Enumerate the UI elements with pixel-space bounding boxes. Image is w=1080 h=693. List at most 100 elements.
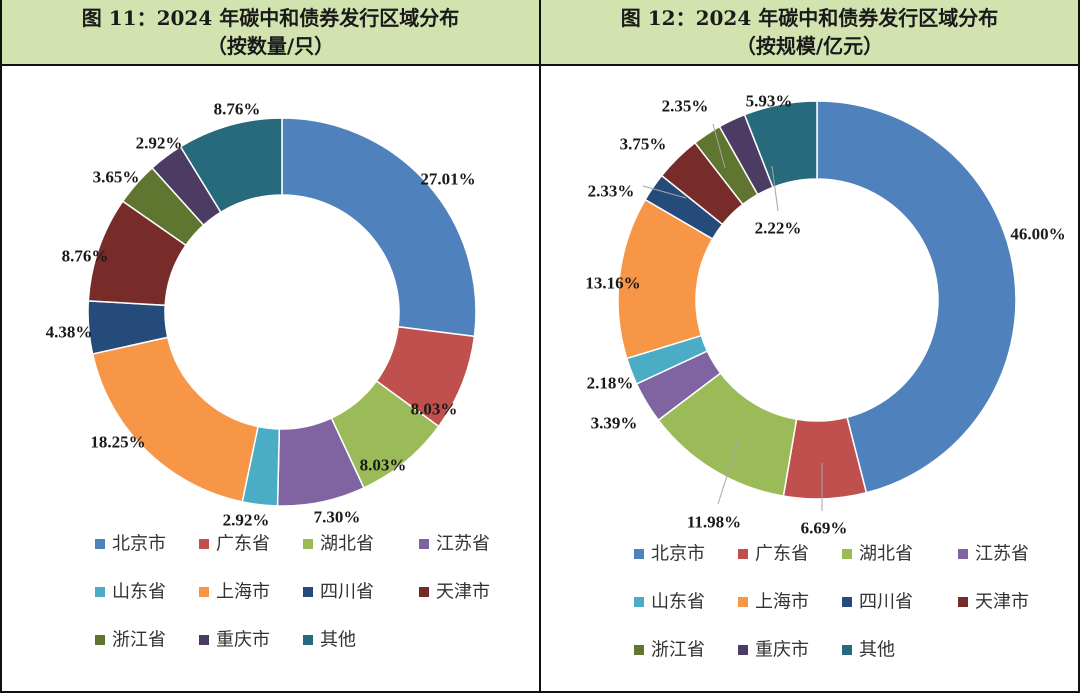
legend-label: 四川省	[320, 582, 374, 603]
legend-swatch	[95, 587, 105, 597]
data-label-4: 3.39%	[591, 414, 638, 433]
legend-label: 北京市	[651, 544, 705, 565]
legend-label: 上海市	[755, 592, 809, 613]
data-label-6: 18.25%	[90, 433, 145, 452]
legend-item-8: 天津市	[419, 582, 490, 603]
legend-label: 广东省	[755, 544, 809, 565]
legend-swatch	[303, 587, 313, 597]
data-label-5: 2.92%	[223, 511, 270, 530]
legend-label: 湖北省	[320, 534, 374, 555]
data-label-11: 5.93%	[746, 92, 793, 111]
legend-swatch	[738, 645, 748, 655]
legend-label: 山东省	[112, 582, 166, 603]
leader-line-10	[771, 165, 779, 212]
legend-label: 天津市	[975, 592, 1029, 613]
legend-item-5: 山东省	[634, 592, 705, 613]
data-label-8: 8.76%	[62, 247, 109, 266]
legend-item-7: 四川省	[842, 592, 913, 613]
legend-label: 其他	[320, 630, 356, 651]
legend-label: 其他	[859, 640, 895, 661]
legend-label: 四川省	[859, 592, 913, 613]
data-label-5: 2.18%	[587, 374, 634, 393]
donut-slices	[617, 100, 1017, 500]
legend-item-5: 山东省	[95, 582, 166, 603]
legend-swatch	[95, 635, 105, 645]
data-label-7: 2.33%	[588, 182, 635, 201]
data-label-11: 8.76%	[214, 100, 261, 119]
legend-label: 北京市	[112, 534, 166, 555]
legend-swatch	[842, 597, 852, 607]
data-label-9: 2.35%	[662, 97, 709, 116]
data-label-1: 27.01%	[420, 170, 475, 189]
data-label-2: 6.69%	[801, 519, 848, 538]
data-label-10: 2.92%	[136, 134, 183, 153]
legend-swatch	[199, 539, 209, 549]
legend-label: 浙江省	[112, 630, 166, 651]
chart-right-header: 图 12：2024 年碳中和债券发行区域分布 （按规模/亿元）	[541, 0, 1078, 66]
legend-swatch	[303, 635, 313, 645]
chart-left-title: 图 11：2024 年碳中和债券发行区域分布	[81, 6, 460, 30]
donut-slice-1	[281, 117, 477, 338]
chart-right-donut: 46.00% 6.69% 11.98% 3.39% 2.18% 13.16% 2.33% 3.…	[585, 92, 1065, 661]
legend-item-11: 其他	[303, 630, 356, 651]
donut-slices	[87, 117, 477, 507]
data-label-1: 46.00%	[1010, 225, 1065, 244]
legend-label: 重庆市	[755, 640, 809, 661]
legend-label: 江苏省	[975, 544, 1029, 565]
donut-slice-11	[179, 117, 283, 214]
data-labels: 46.00% 6.69% 11.98% 3.39% 2.18% 13.16% 2.33% 3.…	[585, 92, 1065, 538]
legend-item-4: 江苏省	[419, 534, 490, 555]
donut-slice-1	[816, 100, 1017, 494]
legend-item-11: 其他	[842, 640, 895, 661]
leader-line-7	[642, 185, 687, 199]
legend-swatch	[634, 645, 644, 655]
chart-right-title: 图 12：2024 年碳中和债券发行区域分布	[620, 6, 999, 30]
data-labels: 27.01% 8.03% 8.03% 7.30% 2.92% 18.25% 4.38% 8.7…	[46, 100, 476, 530]
legend-swatch	[199, 635, 209, 645]
legend-label: 重庆市	[216, 630, 270, 651]
legend-swatch	[958, 549, 968, 559]
legend-item-2: 广东省	[738, 544, 809, 565]
chart-right-subtitle: （按规模/亿元）	[735, 34, 884, 58]
legend-item-2: 广东省	[199, 534, 270, 555]
donut-slice-11	[743, 100, 818, 189]
legend-item-10: 重庆市	[738, 640, 809, 661]
legend-item-3: 湖北省	[842, 544, 913, 565]
legend-swatch	[419, 587, 429, 597]
data-label-3: 8.03%	[360, 456, 407, 475]
donut-slice-6	[91, 336, 259, 503]
legend-label: 江苏省	[436, 534, 490, 555]
legend-item-6: 上海市	[199, 582, 270, 603]
legend-swatch	[419, 539, 429, 549]
data-label-7: 4.38%	[46, 323, 93, 342]
chart-left-subtitle: （按数量/只）	[206, 34, 335, 58]
legend-swatch	[738, 597, 748, 607]
legend-label: 湖北省	[859, 544, 913, 565]
legend-swatch	[842, 549, 852, 559]
legend-swatch	[738, 549, 748, 559]
legend-swatch	[634, 597, 644, 607]
legend-swatch	[303, 539, 313, 549]
legend-label: 山东省	[651, 592, 705, 613]
legend-item-7: 四川省	[303, 582, 374, 603]
legend-swatch	[842, 645, 852, 655]
legend-item-10: 重庆市	[199, 630, 270, 651]
legend-label: 天津市	[436, 582, 490, 603]
data-label-8: 3.75%	[620, 135, 667, 154]
legend-label: 广东省	[216, 534, 270, 555]
data-label-4: 7.30%	[314, 508, 361, 527]
legend-swatch	[199, 587, 209, 597]
data-label-2: 8.03%	[411, 400, 458, 419]
legend-item-6: 上海市	[738, 592, 809, 613]
legend-item-8: 天津市	[958, 592, 1029, 613]
legend-swatch	[958, 597, 968, 607]
legend-label: 上海市	[216, 582, 270, 603]
chart-left-donut: 27.01% 8.03% 8.03% 7.30% 2.92% 18.25% 4.38% 8.7…	[46, 100, 490, 651]
legend-item-1: 北京市	[634, 544, 705, 565]
legend-item-1: 北京市	[95, 534, 166, 555]
panel-divider	[539, 0, 541, 693]
data-label-6: 13.16%	[585, 274, 640, 293]
legend-item-4: 江苏省	[958, 544, 1029, 565]
